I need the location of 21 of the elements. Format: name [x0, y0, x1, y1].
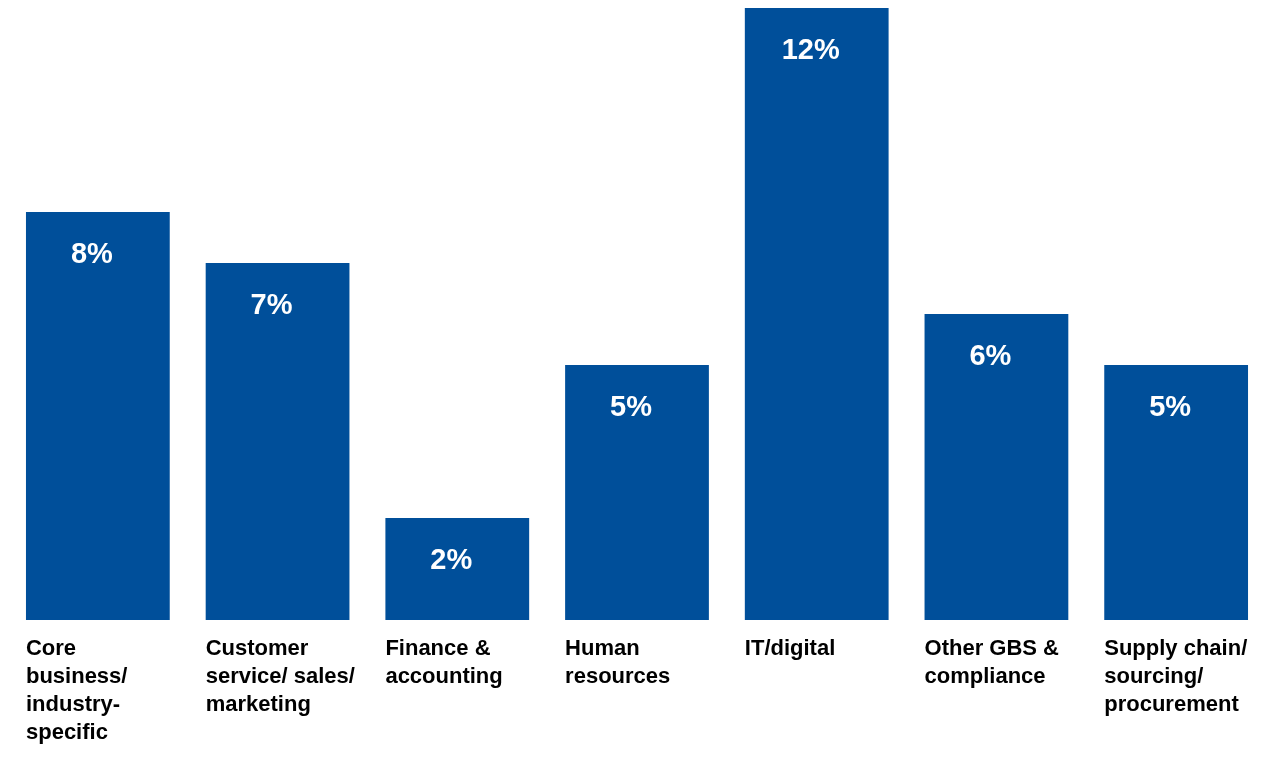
bar	[565, 365, 709, 620]
data-label: 5%	[1149, 390, 1192, 422]
x-tick-label: Other GBS & compliance	[924, 634, 1060, 690]
data-label: 7%	[250, 288, 293, 320]
bar	[924, 314, 1069, 620]
bar	[385, 518, 530, 620]
data-label: 8%	[70, 237, 114, 269]
bar	[1104, 365, 1249, 620]
x-tick-label: Finance & accounting	[385, 634, 504, 690]
x-tick-label: Human resources	[565, 634, 672, 690]
data-label: 12%	[781, 33, 840, 65]
x-tick-label: Supply chain/ sourcing/ procurement	[1104, 634, 1249, 718]
bar	[25, 212, 170, 620]
x-tick-label: Core business/ industry-specific	[25, 634, 129, 746]
bar	[744, 8, 889, 620]
bar	[205, 263, 350, 620]
x-tick-label: Customer service/ sales/ marketing	[205, 634, 356, 718]
data-label: 2%	[430, 543, 473, 575]
data-label: 5%	[610, 390, 653, 422]
x-tick-label: IT/digital	[744, 634, 837, 662]
data-label: 6%	[969, 339, 1012, 371]
